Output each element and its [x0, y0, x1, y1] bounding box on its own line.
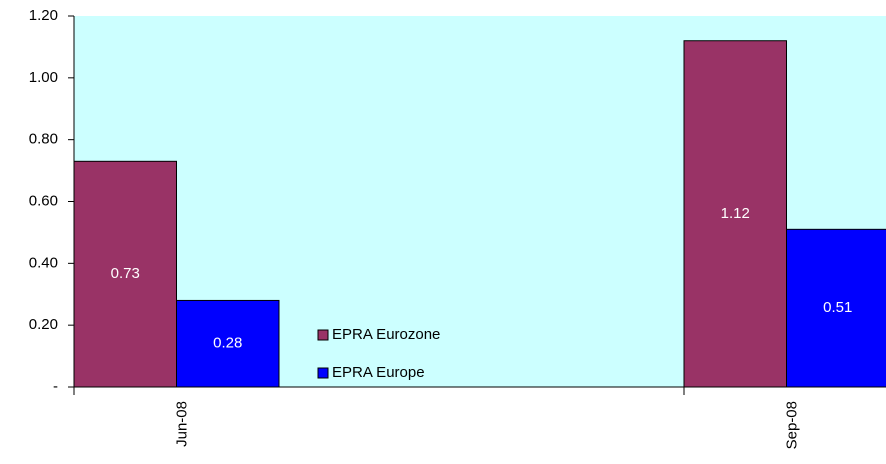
bar: [683, 40, 787, 388]
x-tick-label: Sep-08: [783, 401, 800, 449]
bar: [786, 228, 886, 388]
data-label: 1.12: [721, 205, 750, 222]
x-tick-label: Jun-08: [173, 401, 190, 447]
y-tick-label: 1.20: [29, 7, 58, 24]
data-label: 0.28: [213, 335, 242, 352]
legend-swatch: [317, 367, 329, 379]
data-label: 0.51: [823, 299, 852, 316]
y-tick-label: -: [53, 378, 58, 395]
legend-label: EPRA Eurozone: [332, 326, 440, 343]
y-tick-label: 0.20: [29, 316, 58, 333]
y-tick-label: 0.60: [29, 192, 58, 209]
y-tick-label: 0.40: [29, 254, 58, 271]
y-tick-label: 0.80: [29, 131, 58, 148]
legend-swatch: [317, 329, 329, 341]
legend-label: EPRA Europe: [332, 364, 425, 381]
y-tick-label: 1.00: [29, 69, 58, 86]
bar: [73, 160, 177, 388]
bar: [176, 299, 280, 388]
data-label: 0.73: [111, 265, 140, 282]
